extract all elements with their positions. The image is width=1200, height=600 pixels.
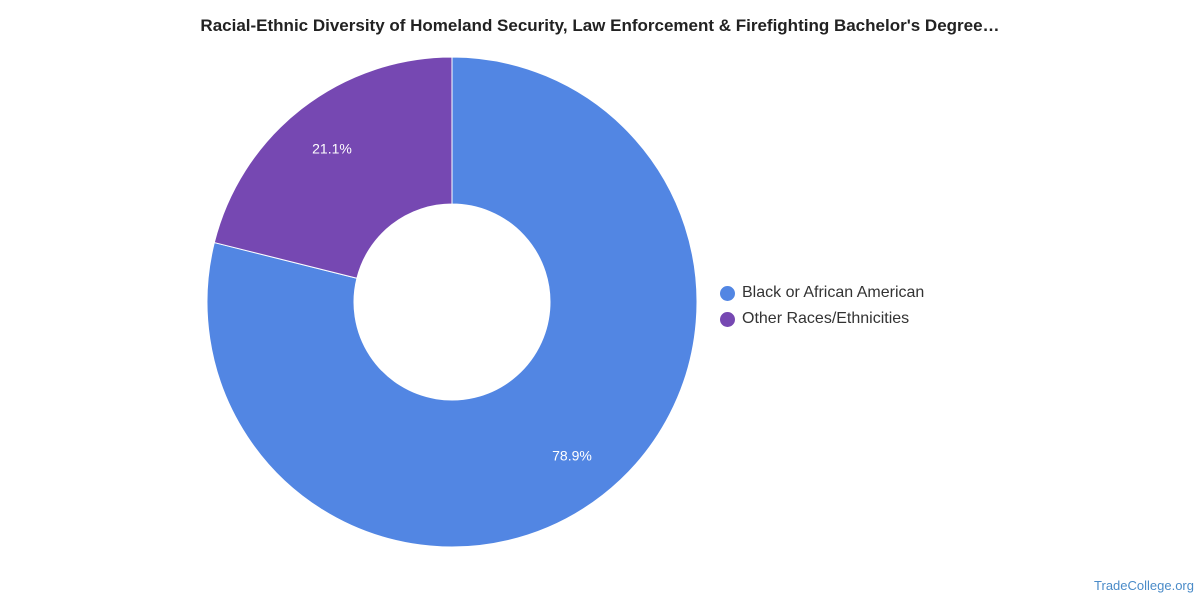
slice-0[interactable] bbox=[206, 56, 698, 548]
legend-label: Black or African American bbox=[742, 284, 925, 301]
labels-layer: 78.9% 21.1% bbox=[312, 140, 592, 463]
legend-item-black-african-american[interactable]: Black or African American bbox=[720, 280, 924, 306]
chart-title: Racial-Ethnic Diversity of Homeland Secu… bbox=[200, 16, 1000, 35]
legend-label: Other Races/Ethnicities bbox=[742, 310, 910, 327]
slice-label-1: 21.1% bbox=[312, 140, 352, 156]
slices-layer bbox=[206, 56, 698, 548]
legend-swatch bbox=[720, 311, 735, 327]
legend-item-other-races[interactable]: Other Races/Ethnicities bbox=[720, 306, 924, 332]
watermark[interactable]: TradeCollege.org bbox=[1094, 578, 1194, 593]
legend: Black or African American Other Races/Et… bbox=[720, 280, 924, 332]
slice-1[interactable] bbox=[213, 56, 453, 279]
legend-swatch bbox=[720, 285, 735, 301]
slice-label-0: 78.9% bbox=[552, 448, 592, 464]
